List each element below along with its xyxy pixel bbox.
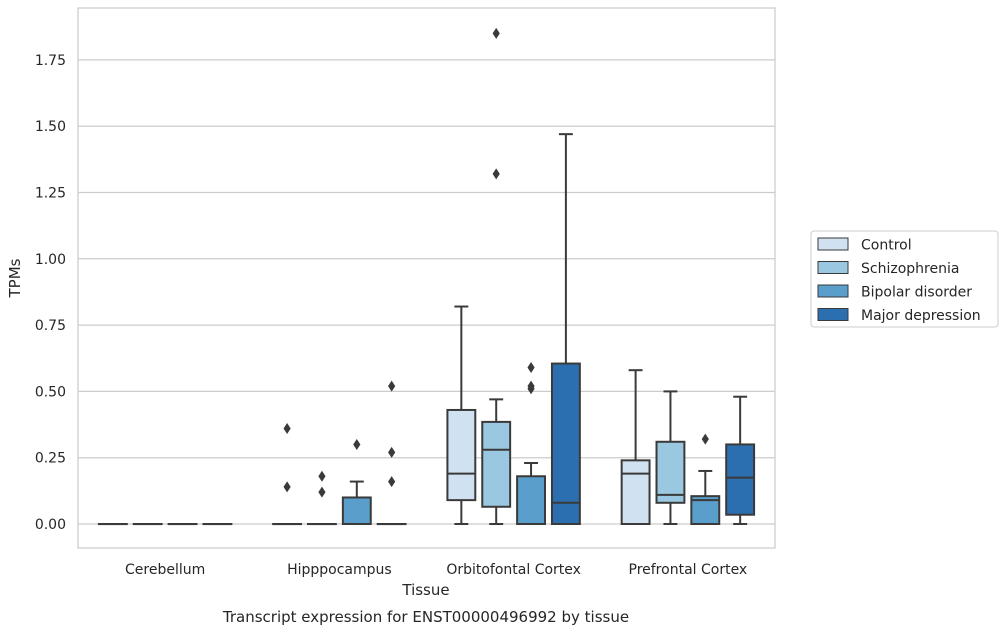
y-tick-label: 1.75: [35, 53, 66, 69]
outlier-point: [388, 380, 396, 392]
legend-label: Control: [861, 238, 912, 254]
legend-label: Bipolar disorder: [861, 285, 972, 301]
box-major-depression: [376, 380, 407, 526]
box-bipolar-disorder: [516, 362, 546, 526]
box-schizophrenia: [655, 390, 686, 525]
legend: Control Schizophrenia Bipolar disorder Majo…: [810, 230, 999, 328]
box-iqr: [341, 496, 372, 526]
x-tick-label: Cerebellum: [125, 562, 205, 578]
y-tick-label: 0.50: [35, 384, 66, 400]
legend-label: Schizophrenia: [861, 261, 959, 277]
outlier-point: [492, 27, 500, 39]
box-schizophrenia: [481, 27, 512, 525]
outlier-point: [283, 423, 291, 435]
y-tick-labels: 0.00 0.25 0.50 0.75 1.00 1.25 1.50 1.75: [35, 53, 66, 533]
outlier-point: [527, 362, 535, 374]
box-iqr: [655, 440, 686, 504]
x-tick-label: Hipppocampus: [287, 562, 392, 578]
legend-swatch: [817, 308, 849, 321]
box-control: [620, 369, 651, 525]
box-bipolar-disorder: [341, 438, 372, 526]
box-bipolar-disorder: [690, 433, 721, 525]
legend-label: Major depression: [861, 308, 981, 324]
gridlines: [78, 59, 775, 525]
outlier-point: [527, 383, 535, 395]
outlier-point: [492, 168, 500, 180]
box-iqr: [550, 362, 581, 525]
y-tick-label: 1.25: [35, 186, 66, 202]
box-major-depression: [550, 133, 581, 525]
outlier-point: [353, 438, 361, 450]
outlier-point: [283, 481, 291, 493]
boxes: [97, 27, 756, 526]
y-tick-label: 1.50: [35, 119, 66, 135]
x-tick-labels: Cerebellum Hipppocampus Orbitofontal Corte…: [125, 562, 747, 578]
y-tick-label: 0.25: [35, 451, 66, 467]
box-major-depression: [725, 395, 756, 525]
box-control: [446, 305, 477, 525]
box-iqr: [725, 443, 756, 516]
outlier-point: [318, 470, 326, 482]
chart-caption: Transcript expression for ENST0000049699…: [222, 608, 629, 626]
outlier-point: [701, 433, 709, 445]
outlier-point: [388, 446, 396, 458]
box-control: [272, 423, 303, 526]
legend-frame: [810, 230, 999, 328]
x-tick-label: Orbitofontal Cortex: [446, 562, 581, 578]
x-axis-title: Tissue: [401, 581, 449, 599]
x-tick-label: Prefrontal Cortex: [629, 562, 748, 578]
outlier-point: [318, 486, 326, 498]
y-axis-title: TPMs: [6, 258, 24, 298]
y-tick-label: 0.00: [35, 517, 66, 533]
y-tick-label: 0.75: [35, 318, 66, 334]
box-iqr: [446, 408, 477, 502]
legend-swatch: [817, 261, 849, 274]
plot-frame: [77, 7, 776, 549]
box-iqr: [516, 475, 546, 526]
outlier-point: [388, 476, 396, 488]
box-iqr: [481, 420, 512, 508]
box-schizophrenia: [307, 470, 337, 526]
legend-swatch: [817, 237, 849, 251]
box-iqr: [620, 459, 651, 525]
legend-swatch: [817, 284, 849, 298]
y-tick-label: 1.00: [35, 252, 66, 268]
